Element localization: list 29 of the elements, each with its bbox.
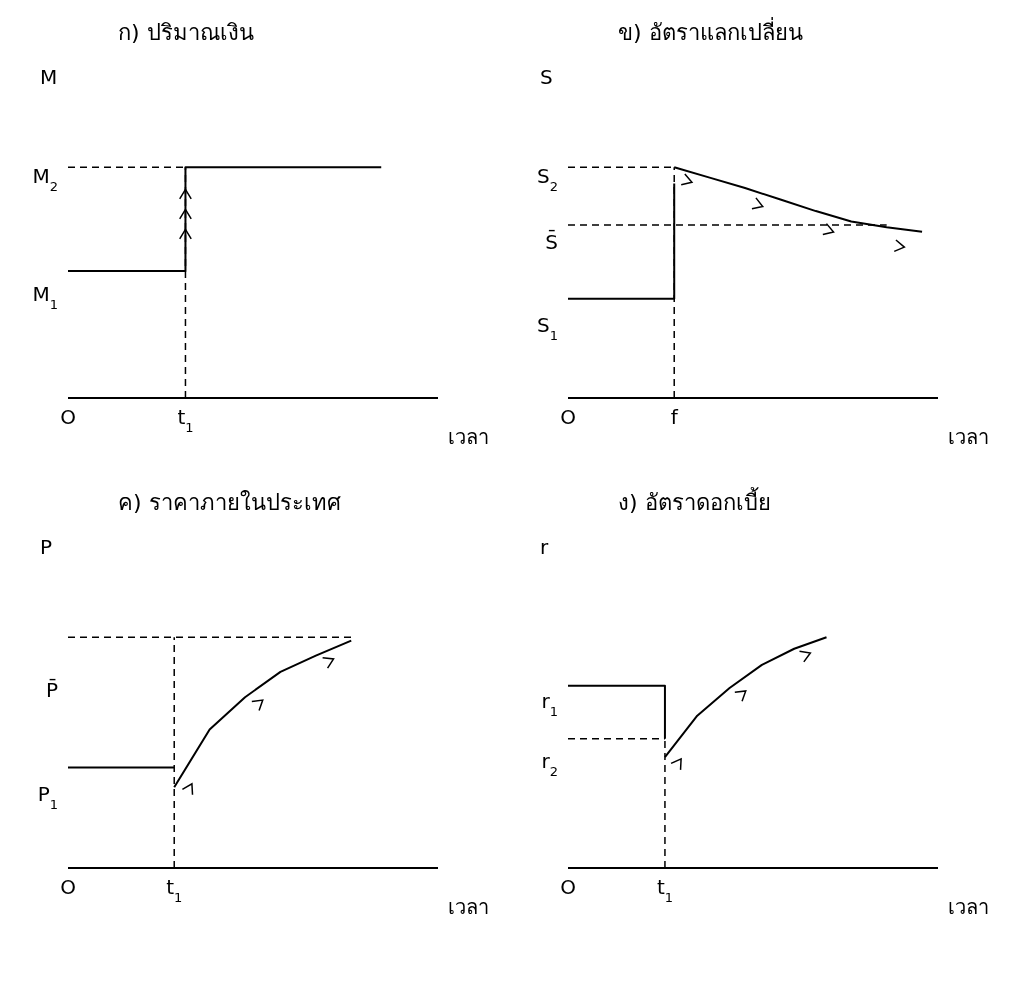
chart-title: ง) อัตราดอกเบี้ย (617, 486, 772, 517)
text: P$_{1}$ (37, 782, 58, 812)
x-tick-label: O (560, 875, 576, 899)
x-tick-label: O (60, 875, 76, 899)
text: S$_{2}$ (537, 164, 558, 194)
x-axis-title: เวลา (948, 425, 989, 449)
chart-title: ก) ปริมาณเงิน (117, 19, 255, 47)
x-axis-title: เวลา (948, 895, 989, 919)
x-tick-label: t$_{1}$ (177, 405, 194, 435)
chart-title: ค) ราคาภายในประเทศ (117, 489, 342, 517)
y-axis-title: S (540, 65, 553, 89)
x-tick-label: O (560, 405, 576, 429)
text: S$_{1}$ (537, 313, 558, 343)
x-tick-label: O (60, 405, 76, 429)
chart-title: ข) อัตราแลกเปลี่ยน (617, 16, 804, 47)
y-axis-title: P (40, 535, 53, 559)
x-tick-label: t$_{1}$ (166, 875, 183, 905)
x-axis-title: เวลา (448, 895, 489, 919)
text: r$_{1}$ (541, 689, 558, 719)
text: M$_{2}$ (32, 164, 58, 194)
y-axis-title: M (40, 65, 58, 89)
text: r$_{2}$ (541, 749, 558, 779)
x-tick-label: f (670, 405, 679, 429)
y-axis-title: r (540, 535, 549, 559)
x-tick-label: t$_{1}$ (656, 875, 674, 905)
text: S̄ (545, 229, 558, 254)
text: M$_{1}$ (32, 282, 58, 312)
text: P̄ (45, 677, 58, 703)
x-axis-title: เวลา (448, 425, 489, 449)
